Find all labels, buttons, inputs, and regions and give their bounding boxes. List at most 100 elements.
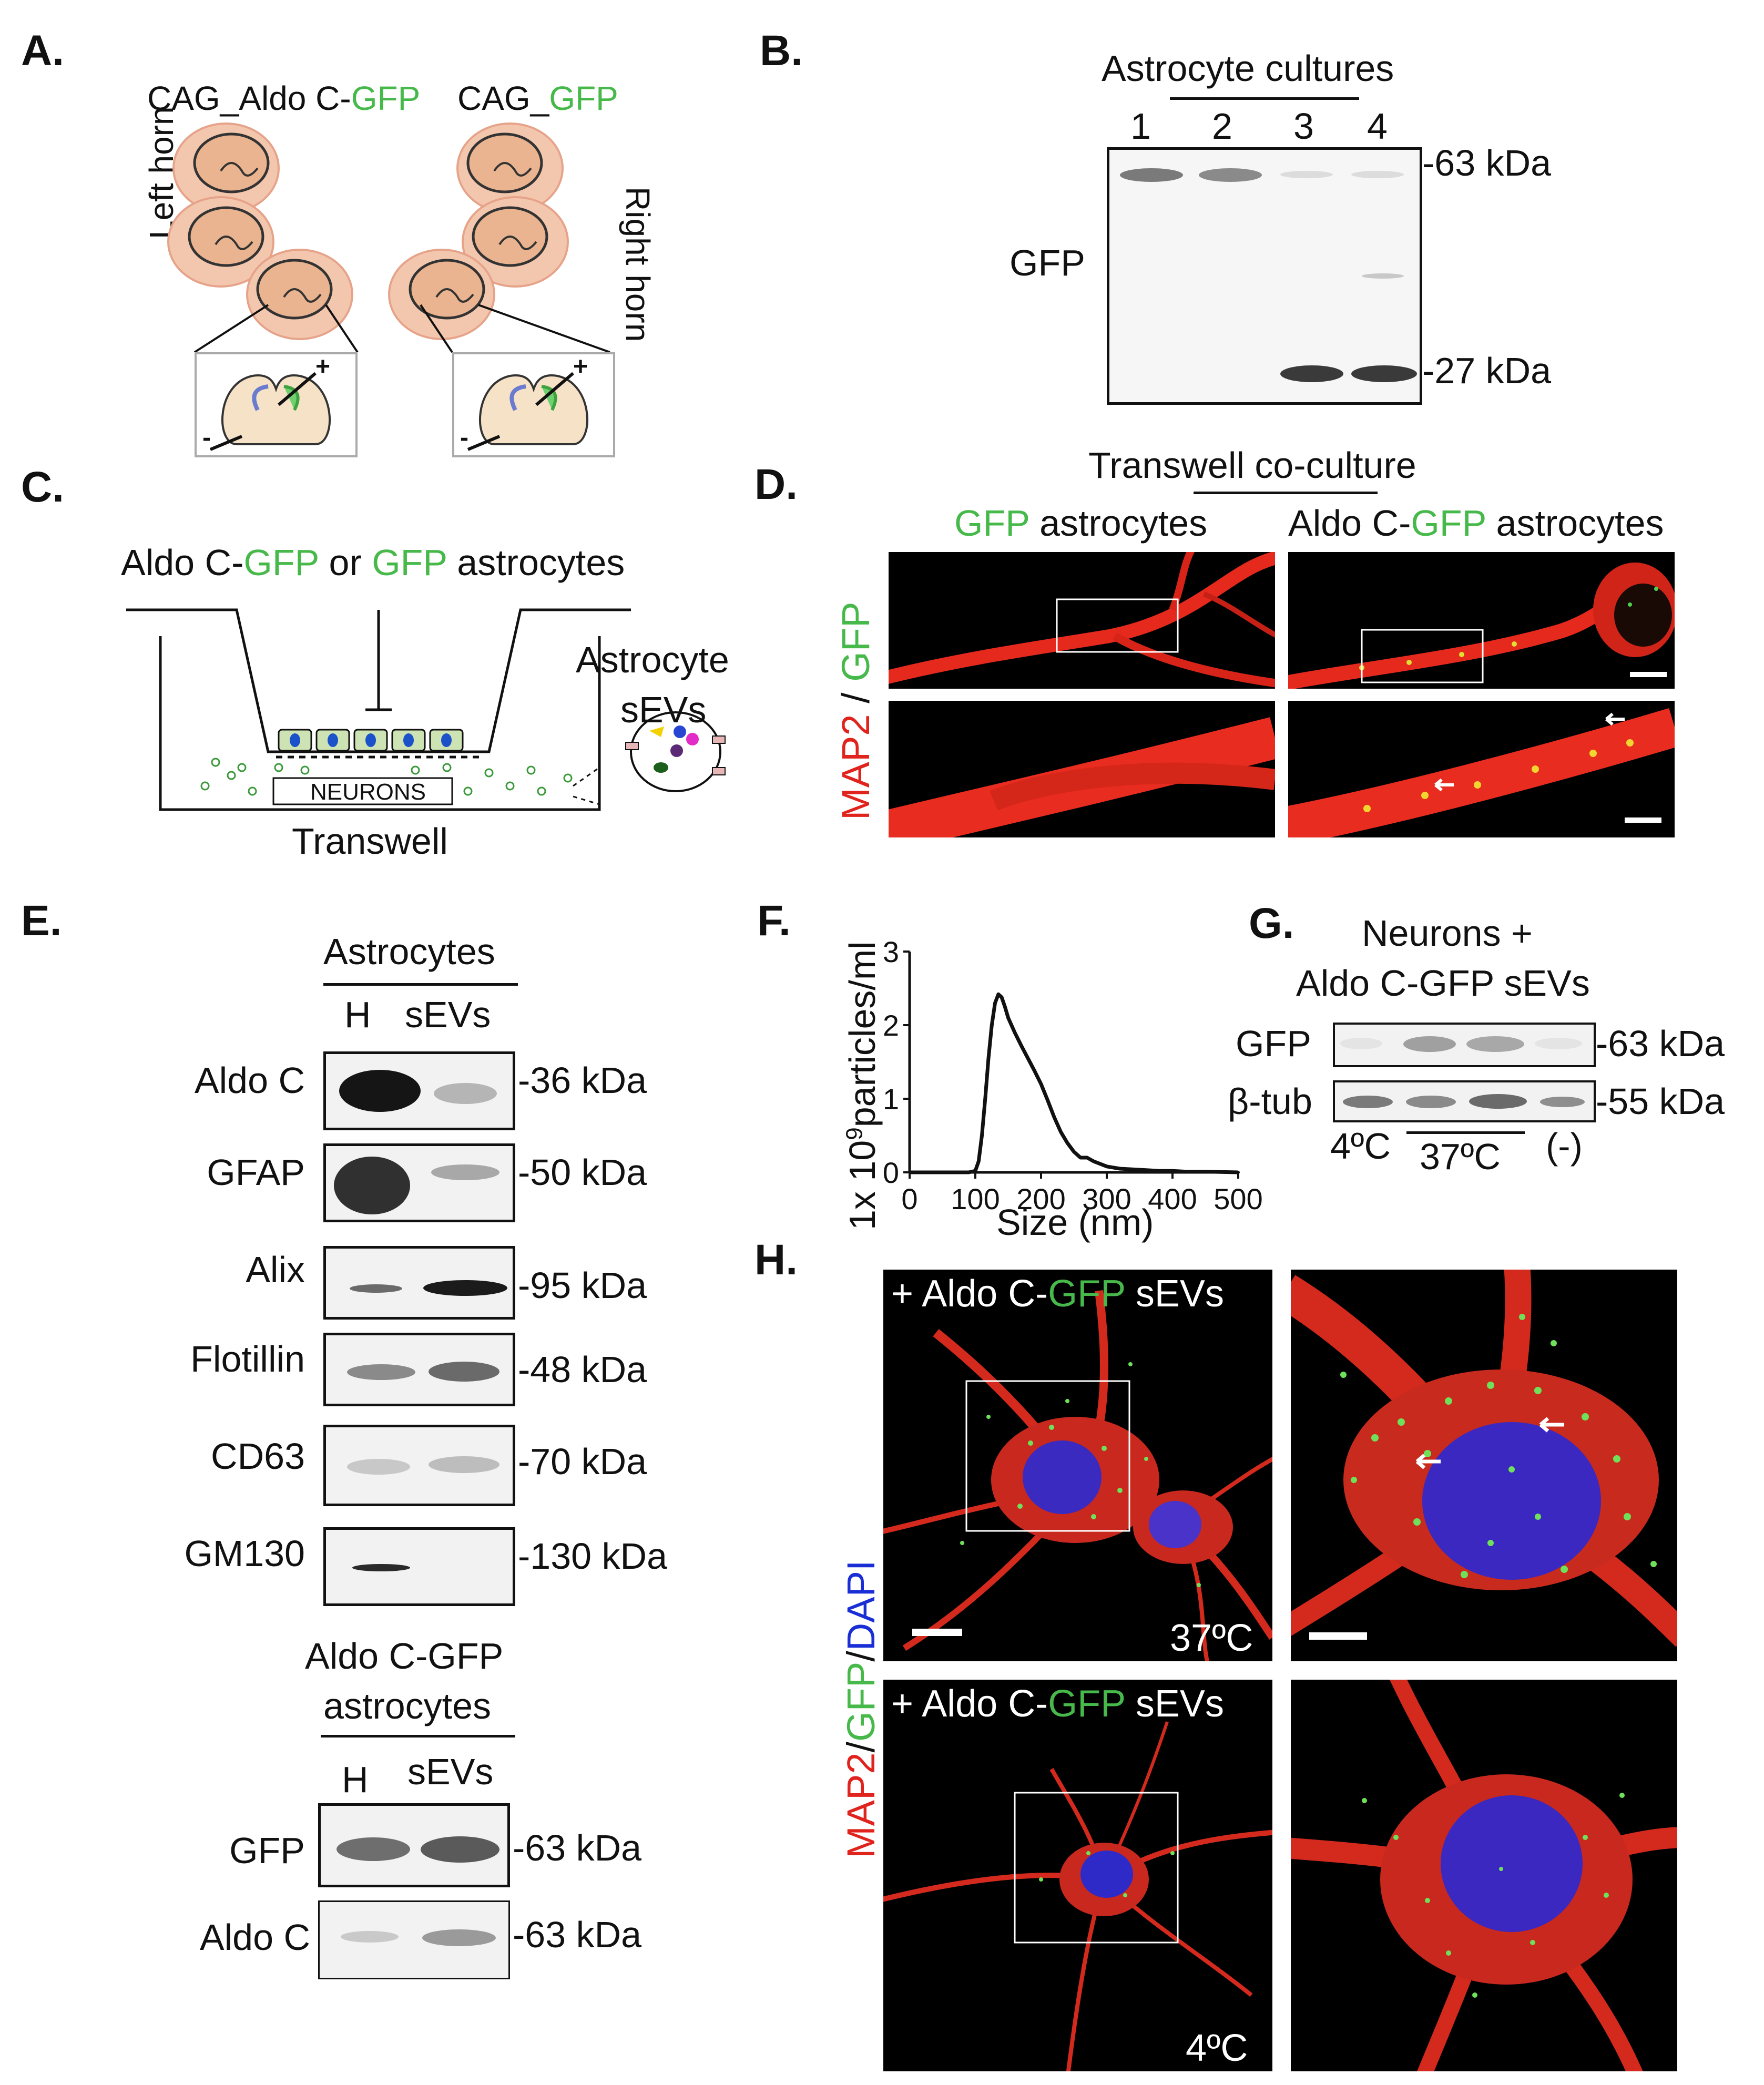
brain-section-left (195, 352, 358, 457)
y-tick-label: 3 (883, 935, 899, 968)
blot-b-membrane (1107, 147, 1422, 405)
blot-b-row-label: GFP (1010, 242, 1085, 283)
data-point (1085, 1156, 1089, 1159)
blot-band (421, 1836, 499, 1863)
row-label-gfap: GFAP (207, 1152, 305, 1193)
data-point (996, 993, 1000, 996)
x-tick-label: 200 (1016, 1182, 1065, 1215)
data-point (1072, 1150, 1076, 1153)
blot-band (1120, 168, 1183, 182)
lane-label-1: 1 (1130, 106, 1151, 147)
h-temp-4c: 4ºC (1186, 2027, 1248, 2069)
blot-e2-title-underline (321, 1735, 515, 1738)
row-label-cd63: CD63 (211, 1436, 305, 1477)
x-tick-label: 500 (1214, 1182, 1262, 1215)
data-point (1000, 995, 1003, 999)
micrograph-d-gfp-zoom (889, 701, 1275, 837)
col-label-h: H (344, 994, 371, 1035)
x-tick-label: 100 (951, 1182, 1000, 1215)
data-point (1026, 1057, 1029, 1060)
micrograph-h-4c-zoom (1291, 1680, 1677, 2071)
y-tick-label: 2 (883, 1009, 899, 1042)
marker-27kda-b: -27 kDa (1422, 350, 1552, 391)
x-tick-label: 400 (1148, 1182, 1197, 1215)
blot-band (1351, 365, 1417, 382)
blot-band (423, 1280, 507, 1296)
marker-gfap: -50 kDa (518, 1152, 647, 1193)
blot-band (339, 1070, 421, 1112)
h-overlay-bottom: + Aldo C-GFP sEVs (891, 1683, 1224, 1725)
data-point (1006, 1016, 1010, 1019)
blot-e2-gfp (318, 1803, 510, 1887)
h-temp-37c: 37ºC (1170, 1617, 1253, 1659)
data-point (1003, 1005, 1007, 1008)
data-point (1158, 1169, 1161, 1173)
data-point (990, 1024, 994, 1027)
data-point (1079, 1156, 1082, 1159)
data-point (974, 1169, 977, 1173)
construct-label-gfp: CAG_GFP (457, 79, 618, 117)
blot-g-title-2: Aldo C-GFP sEVs (1296, 963, 1590, 1004)
data-point (1118, 1167, 1121, 1170)
cond-4c: 4ºC (1330, 1126, 1391, 1167)
lane-label-2: 2 (1212, 106, 1232, 147)
electrode-plus-right: + (573, 353, 588, 381)
electrode-minus-right: - (460, 424, 468, 452)
blot-band (1406, 1096, 1456, 1108)
marker-e2-aldoc: -63 kDa (513, 1914, 642, 1955)
blot-band (341, 1931, 399, 1943)
panel-letter-c: C. (21, 463, 64, 511)
blot-g-title-1: Neurons + (1362, 913, 1533, 954)
data-point (908, 1171, 911, 1174)
electrode-minus-left: - (202, 424, 211, 452)
blot-band (1340, 1038, 1382, 1049)
blot-band (431, 1164, 499, 1180)
construct-label-aldoc-gfp: CAG_Aldo C-GFP (147, 79, 421, 117)
data-point (1204, 1170, 1207, 1173)
x-tick-label: 300 (1082, 1182, 1131, 1215)
blot-band (1351, 171, 1404, 178)
data-point (1105, 1164, 1108, 1168)
data-point (993, 1001, 997, 1005)
d-stain-legend: MAP2 / GFP (834, 601, 878, 820)
blot-g-row-gfp: GFP (1236, 1023, 1311, 1064)
panel-letter-h: H. (754, 1236, 798, 1284)
micrograph-d-aldoc-top (1288, 552, 1675, 689)
marker-g-btub: -55 kDa (1596, 1081, 1725, 1122)
marker-g-gfp: -63 kDa (1596, 1023, 1725, 1064)
blot-e-title: Astrocytes (323, 931, 495, 972)
transwell-label: Transwell (292, 821, 448, 862)
data-point (1066, 1141, 1069, 1144)
blot-band (347, 1459, 410, 1475)
micrograph-h-4c (883, 1680, 1272, 2071)
sevs-label-2: sEVs (620, 689, 707, 730)
blot-band (347, 1364, 415, 1380)
blot-band (352, 1564, 410, 1571)
blot-e-gfap (323, 1143, 515, 1222)
panel-letter-a: A. (21, 27, 64, 75)
uterine-horn-diagram (167, 122, 610, 353)
x-tick-label: 0 (901, 1182, 917, 1215)
data-point (1046, 1098, 1049, 1102)
blot-band (434, 1083, 497, 1104)
h-stain-legend: MAP2/GFP/DAPI (839, 1560, 883, 1858)
transwell-caption: Aldo C-GFP or GFP astrocytes (121, 542, 625, 583)
col-label-sevs: sEVs (405, 994, 491, 1035)
data-point (983, 1097, 987, 1100)
panel-letter-g: G. (1249, 900, 1294, 947)
cond-37c-overline (1406, 1131, 1525, 1134)
electrode-plus-left: + (315, 353, 331, 381)
coculture-title: Transwell co-culture (1088, 445, 1416, 486)
data-point (977, 1160, 981, 1163)
data-point (987, 1057, 990, 1060)
data-point (980, 1134, 984, 1137)
blot-e2-title-1: Aldo C-GFP (305, 1636, 504, 1677)
data-point (1059, 1130, 1063, 1133)
col2-label-h: H (342, 1759, 369, 1800)
data-point (967, 1171, 971, 1174)
blot-band (1280, 171, 1333, 178)
blot-band (1343, 1096, 1393, 1108)
cond-neg: (-) (1546, 1126, 1583, 1167)
blot-band (337, 1837, 410, 1861)
data-point (1039, 1082, 1043, 1086)
